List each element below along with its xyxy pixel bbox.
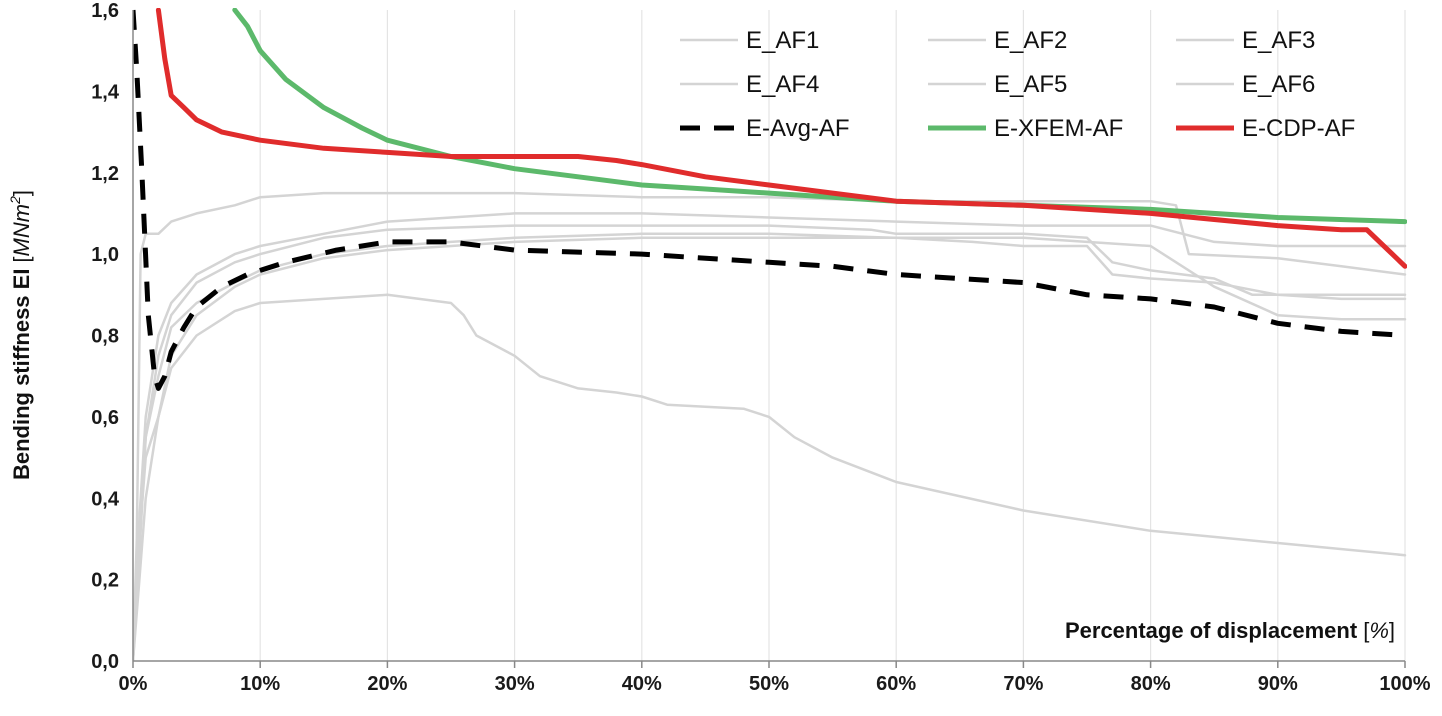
x-tick-label-40: 40% <box>622 673 662 695</box>
series-line-e-avg-af <box>133 9 1406 391</box>
legend-label-e-avg-af: E-Avg-AF <box>746 115 850 142</box>
x-tick-label-30: 30% <box>495 673 535 695</box>
y-tick-label-0-6: 0,6 <box>91 407 119 429</box>
x-axis-unit: % <box>1369 618 1389 643</box>
y-axis-unit-exponent: 2 <box>7 196 23 205</box>
legend-label-e-af6: E_AF6 <box>1242 71 1315 98</box>
legend-label-e-af3: E_AF3 <box>1242 27 1315 54</box>
x-tick-label-20: 20% <box>367 673 407 695</box>
y-tick-label-0: 0,0 <box>91 651 119 673</box>
x-axis-title: Percentage of displacement [%] <box>1065 618 1395 643</box>
series-line-e-af5 <box>133 232 1407 661</box>
legend-label-e-xfem-af: E-XFEM-AF <box>994 115 1123 142</box>
x-axis-title-text: Percentage of displacement <box>1065 618 1358 643</box>
y-axis-title-text: Bending stiffness EI <box>9 269 34 480</box>
y-tick-label-0-4: 0,4 <box>91 488 120 510</box>
series-line-e-af3 <box>133 212 1407 661</box>
series-line-e-af4 <box>133 236 1407 661</box>
legend-label-e-af1: E_AF1 <box>746 27 819 54</box>
x-tick-label-80: 80% <box>1131 673 1171 695</box>
grid-lines <box>259 10 1406 661</box>
y-axis-unit: MNm <box>9 204 34 257</box>
plot-area <box>133 8 1407 661</box>
x-tick-label-10: 10% <box>240 673 280 695</box>
x-tick-label-100: 100% <box>1379 673 1430 695</box>
y-tick-label-0-8: 0,8 <box>91 326 119 348</box>
y-tick-label-0-2: 0,2 <box>91 570 119 592</box>
x-tick-label-50: 50% <box>749 673 789 695</box>
series-line-e-af1 <box>133 191 1407 661</box>
y-axis-title: Bending stiffness EI[MNm2] <box>7 190 34 480</box>
y-tick-label-1-2: 1,2 <box>91 163 119 185</box>
legend-label-e-af5: E_AF5 <box>994 71 1067 98</box>
y-tick-label-1-4: 1,4 <box>91 81 120 103</box>
series-line-e-cdp-af <box>155 8 1407 269</box>
legend-label-e-af2: E_AF2 <box>994 27 1067 54</box>
x-tick-label-70: 70% <box>1003 673 1043 695</box>
series-line-e-af6 <box>133 293 1407 661</box>
x-tick-labels: 0% 10% 20% 30% 40% 50% 60% 70% 80% 90% 100% <box>119 661 1431 695</box>
y-tick-label-1: 1,0 <box>91 244 119 266</box>
x-tick-label-60: 60% <box>876 673 916 695</box>
x-tick-label-0: 0% <box>119 673 148 695</box>
x-tick-label-90: 90% <box>1258 673 1298 695</box>
y-tick-label-1-6: 1,6 <box>91 0 119 22</box>
legend-label-e-cdp-af: E-CDP-AF <box>1242 115 1355 142</box>
series-line-e-af2 <box>133 224 1407 661</box>
y-tick-labels: 0,0 0,2 0,4 0,6 0,8 1,0 1,2 1,4 1,6 <box>91 0 120 673</box>
legend: E_AF1 E_AF2 E_AF3 E_AF4 E_AF5 E_AF6 E-Avg-AF E-… <box>680 27 1355 142</box>
legend-label-e-af4: E_AF4 <box>746 71 819 98</box>
